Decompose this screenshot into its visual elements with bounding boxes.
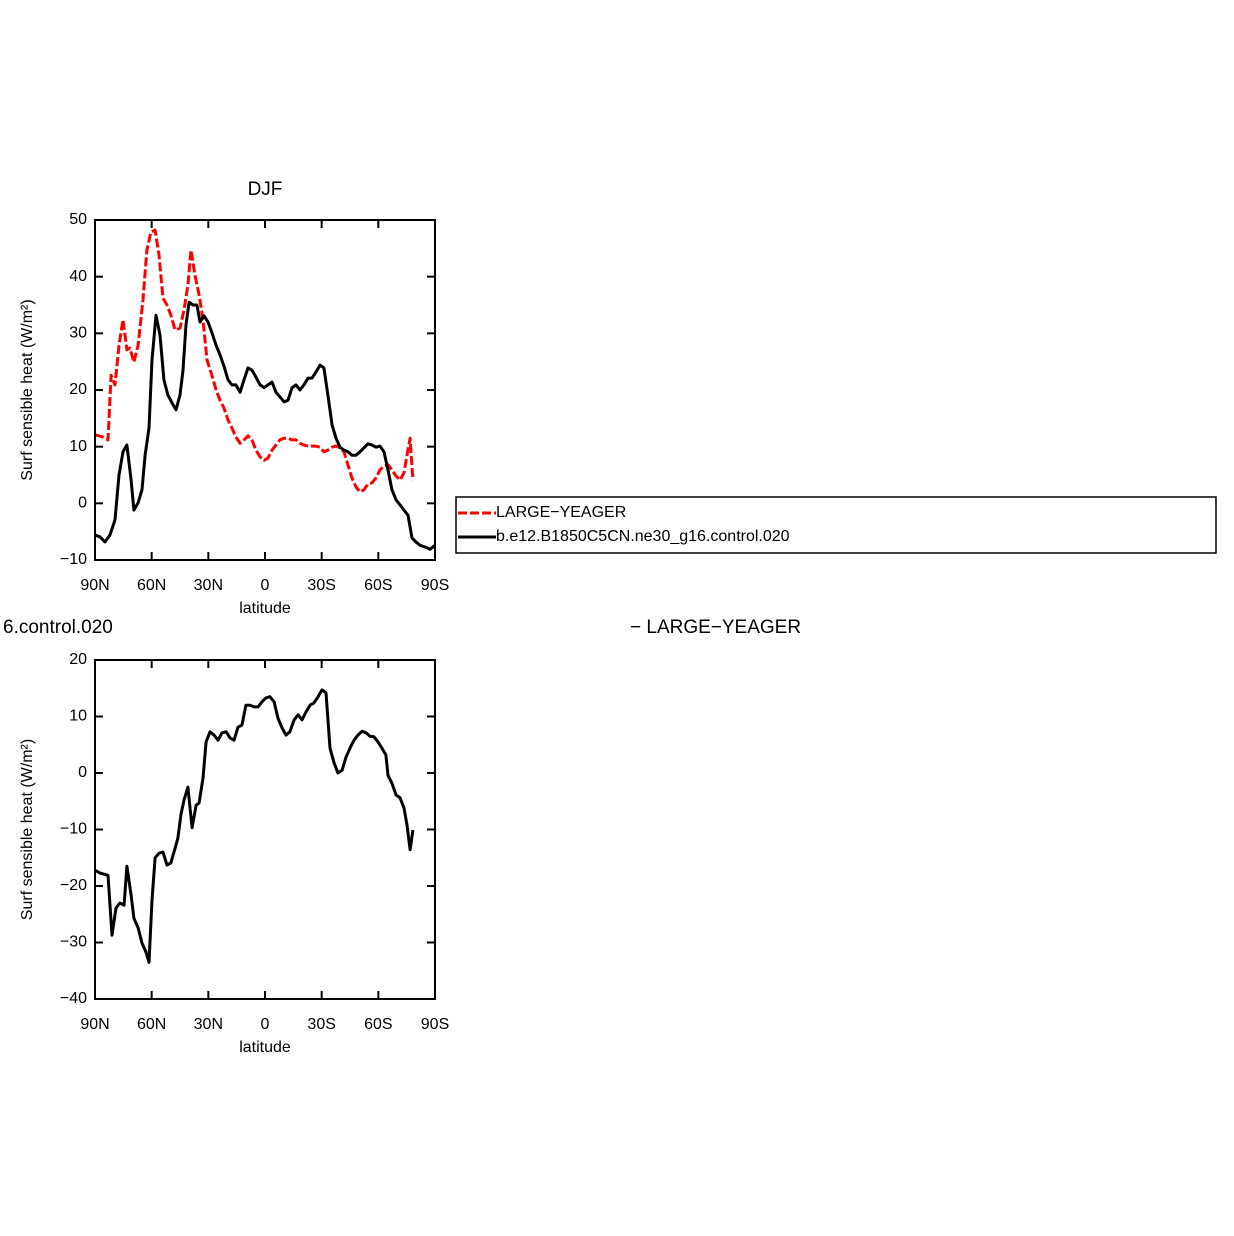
x-tick-label: 0 — [261, 1016, 270, 1033]
x-tick-label: 30N — [194, 577, 223, 594]
y-tick-label: −40 — [60, 990, 87, 1007]
x-tick-label: 30S — [307, 577, 335, 594]
y-tick-label: −20 — [60, 877, 87, 894]
x-tick-label: 90N — [80, 1016, 109, 1033]
x-tick-label: 90S — [421, 1016, 449, 1033]
y-axis-label: Surf sensible heat (W/m²) — [19, 739, 36, 920]
x-tick-label: 30N — [194, 1016, 223, 1033]
x-axis-label: latitude — [239, 1039, 291, 1056]
x-tick-label: 90N — [80, 577, 109, 594]
y-tick-label: −10 — [60, 821, 87, 838]
x-axis-label: latitude — [239, 600, 291, 617]
legend-label: LARGE−YEAGER — [496, 504, 626, 521]
y-tick-label: −10 — [60, 551, 87, 568]
data-line — [94, 228, 415, 494]
y-axis-label: Surf sensible heat (W/m²) — [19, 299, 36, 480]
y-tick-label: 20 — [69, 651, 87, 668]
data-line — [94, 688, 415, 964]
data-line — [94, 300, 436, 551]
y-tick-label: 0 — [78, 495, 87, 512]
y-tick-label: 30 — [69, 325, 87, 342]
x-tick-label: 30S — [307, 1016, 335, 1033]
y-tick-label: 0 — [78, 764, 87, 781]
legend-box — [455, 496, 1217, 554]
x-tick-label: 60N — [137, 1016, 166, 1033]
y-tick-label: 10 — [69, 438, 87, 455]
y-tick-label: 20 — [69, 381, 87, 398]
legend-label: b.e12.B1850C5CN.ne30_g16.control.020 — [496, 528, 790, 545]
y-tick-label: 50 — [69, 211, 87, 228]
right-title: − LARGE−YEAGER — [630, 617, 801, 638]
plot-frame — [94, 659, 436, 1000]
plot-frame — [94, 219, 436, 561]
x-tick-label: 90S — [421, 577, 449, 594]
left-title: 6.control.020 — [3, 617, 113, 638]
x-tick-label: 60S — [364, 1016, 392, 1033]
chart-title: DJF — [248, 179, 283, 200]
y-tick-label: 10 — [69, 708, 87, 725]
y-tick-label: −30 — [60, 934, 87, 951]
x-tick-label: 0 — [261, 577, 270, 594]
x-tick-label: 60S — [364, 577, 392, 594]
y-tick-label: 40 — [69, 268, 87, 285]
x-tick-label: 60N — [137, 577, 166, 594]
